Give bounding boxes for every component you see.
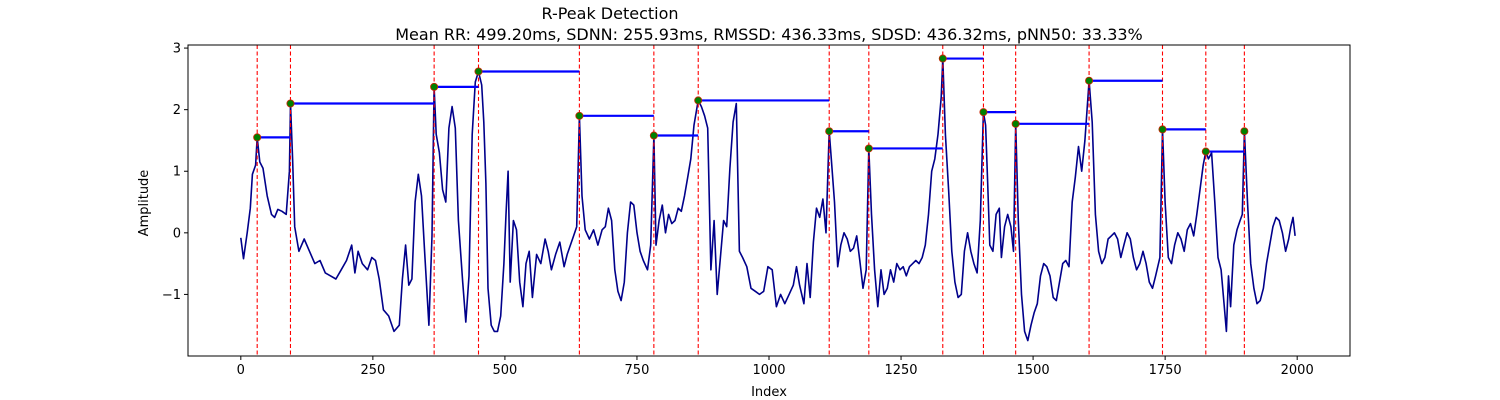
x-tick-label-3: 750 [625,363,650,378]
x-tick-label-6: 1500 [1017,363,1050,378]
y-tick-label-2: 1 [173,165,181,180]
y-tick-label-0: −1 [162,288,181,303]
r-peak-marker-2 [430,82,439,91]
r-peak-marker-8 [864,144,873,153]
x-tick-label-1: 250 [360,363,385,378]
chart-title: R-Peak Detection [541,4,678,23]
r-peak-marker-14 [1201,147,1210,156]
y-tick-label-4: 3 [173,42,181,57]
x-tick-label-0: 0 [237,363,245,378]
x-tick-label-2: 500 [492,363,517,378]
r-peak-marker-9 [938,54,947,63]
r-peak-marker-1 [286,99,295,108]
y-tick-label-3: 2 [173,103,181,118]
r-peak-marker-3 [474,67,483,76]
r-peak-marker-4 [575,111,584,120]
ecg-signal-line [240,57,1296,342]
y-tick-label-1: 0 [173,226,181,241]
r-peak-marker-11 [1011,119,1020,128]
plot-area: 0 250 500 750 1000 1250 1500 1750 2000 −1 0 1 2 3 [162,42,1351,378]
r-peak-marker-13 [1158,125,1167,134]
r-peak-marker-5 [649,131,658,140]
r-peak-marker-0 [253,133,262,142]
r-peak-marker-6 [694,96,703,105]
r-peak-marker-15 [1240,127,1249,136]
r-peak-marker-12 [1085,76,1094,85]
chart-subtitle: Mean RR: 499.20ms, SDNN: 255.93ms, RMSSD… [395,25,1143,44]
r-peak-marker-7 [825,127,834,136]
x-tick-label-5: 1250 [884,363,917,378]
r-peak-marker-10 [979,108,988,117]
x-axis-label: Index [751,385,787,400]
x-tick-label-4: 1000 [752,363,785,378]
x-tick-label-7: 1750 [1149,363,1182,378]
y-axis-label: Amplitude [137,170,152,237]
plot-frame [187,44,1351,357]
x-tick-label-8: 2000 [1281,363,1314,378]
